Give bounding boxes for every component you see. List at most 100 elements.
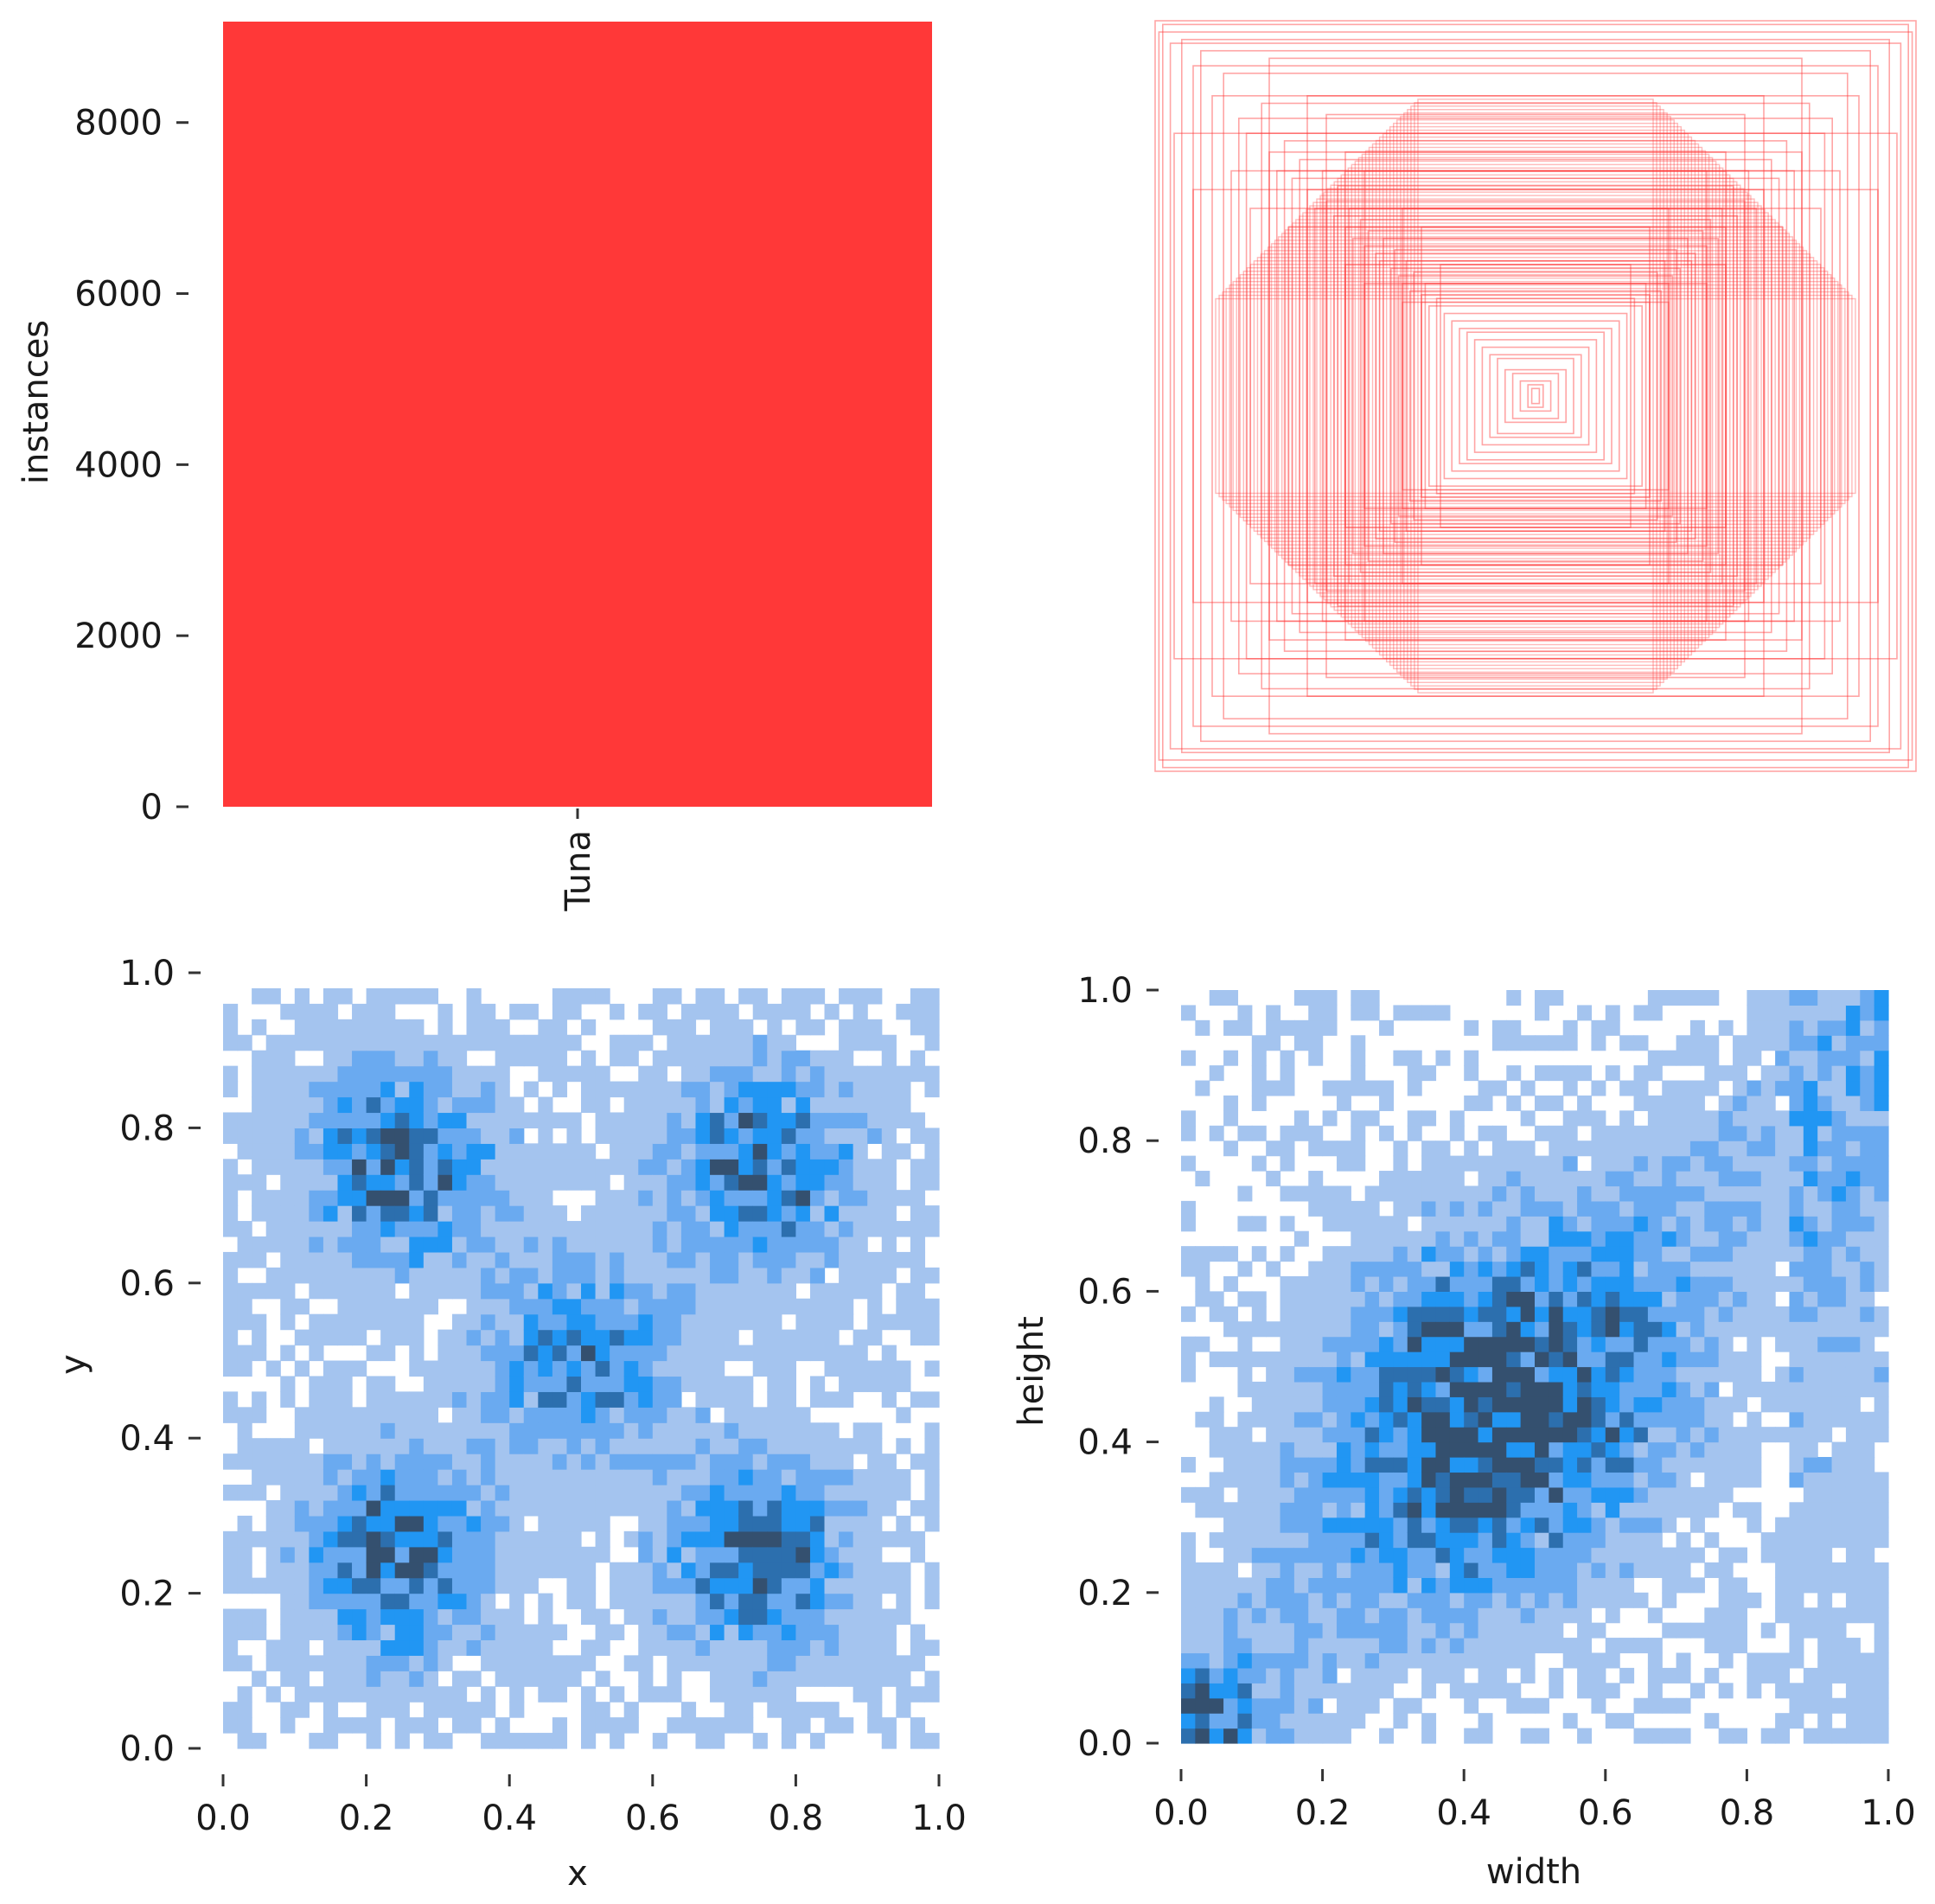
- heatmap-cell: [667, 1096, 682, 1114]
- heatmap-cell: [1364, 1622, 1380, 1639]
- heatmap-cell: [924, 1686, 940, 1703]
- heatmap-cell: [1817, 1140, 1833, 1157]
- heatmap-cell: [523, 1112, 539, 1128]
- heatmap-cell: [538, 1733, 553, 1749]
- heatmap-cell: [1266, 1035, 1281, 1051]
- heatmap-cell: [1449, 1411, 1465, 1428]
- heatmap-cell: [1704, 1457, 1720, 1473]
- heatmap-cell: [1351, 1200, 1366, 1217]
- heatmap-cell: [1351, 1381, 1366, 1397]
- heatmap-cell: [824, 1096, 840, 1114]
- heatmap-cell: [509, 1236, 525, 1253]
- heatmap-cell: [738, 1562, 754, 1579]
- heatmap-cell: [1223, 1562, 1239, 1578]
- heatmap-cell: [695, 1081, 711, 1098]
- heatmap-cell: [1435, 1275, 1451, 1292]
- heatmap-cell: [1464, 1185, 1479, 1202]
- heatmap-cell: [1520, 1351, 1536, 1368]
- heatmap-cell: [781, 1143, 796, 1160]
- heatmap-cell: [322, 1019, 339, 1036]
- heatmap-cell: [409, 1407, 425, 1423]
- heatmap-cell: [1421, 1667, 1437, 1684]
- heatmap-cell: [337, 1546, 353, 1563]
- heatmap-cell: [881, 1034, 897, 1051]
- bounding-box: [1295, 219, 1776, 573]
- heatmap-cell: [1491, 1577, 1507, 1594]
- heatmap-cell: [867, 1251, 883, 1268]
- heatmap-cell: [1435, 1321, 1451, 1338]
- heatmap-cell: [795, 1655, 811, 1671]
- heatmap-cell: [623, 1530, 639, 1548]
- bounding-box: [1421, 301, 1651, 491]
- heatmap-cell: [1860, 990, 1875, 1006]
- heatmap-cell: [738, 1019, 754, 1036]
- heatmap-cell: [1662, 1336, 1677, 1352]
- heatmap-cell: [366, 1671, 381, 1687]
- heatmap-cell: [509, 1608, 525, 1626]
- heatmap-cell: [1619, 1321, 1635, 1338]
- heatmap-cell: [1619, 1411, 1635, 1428]
- heatmap-cell: [1464, 1728, 1479, 1744]
- heatmap-cell: [910, 1717, 926, 1734]
- heatmap-cell: [1421, 1110, 1437, 1127]
- heatmap-cell: [809, 987, 826, 1005]
- heatmap-cell: [680, 1329, 697, 1346]
- heatmap-cell: [1491, 1216, 1507, 1232]
- heatmap-cell: [451, 1639, 468, 1656]
- heatmap-cell: [638, 1205, 654, 1222]
- heatmap-cell: [495, 1190, 510, 1206]
- heatmap-cell: [1619, 1035, 1635, 1051]
- heatmap-cell: [680, 1407, 697, 1423]
- heatmap-cell: [1562, 1396, 1578, 1413]
- heatmap-cell: [767, 1081, 782, 1098]
- heatmap-cell: [839, 1391, 854, 1408]
- heatmap-cell: [638, 1485, 654, 1501]
- heatmap-cell: [294, 1034, 310, 1051]
- heatmap-cell: [322, 1003, 339, 1020]
- heatmap-cell: [1760, 1667, 1776, 1684]
- heatmap-cell: [867, 1081, 883, 1098]
- heatmap-cell: [1619, 1396, 1635, 1413]
- heatmap-cell: [752, 1112, 768, 1128]
- heatmap-cell: [223, 1655, 239, 1671]
- heatmap-cell: [667, 1577, 682, 1594]
- heatmap-cell: [1336, 1411, 1351, 1428]
- heatmap-cell: [495, 1065, 510, 1083]
- heatmap-cell: [1266, 1171, 1281, 1187]
- heatmap-cell: [652, 1081, 667, 1098]
- heatmap-cell: [839, 1034, 854, 1051]
- heatmap-cell: [1364, 1486, 1380, 1503]
- heatmap-cell: [366, 1190, 381, 1206]
- heatmap-cell: [294, 1577, 310, 1594]
- heatmap-cell: [538, 1671, 553, 1687]
- x-tick-label: 0.2: [339, 1799, 394, 1838]
- heatmap-cell: [1535, 1577, 1549, 1594]
- heatmap-cell: [1266, 1547, 1281, 1563]
- heatmap-cell: [1803, 1110, 1818, 1127]
- heatmap-cell: [1407, 1275, 1422, 1292]
- heatmap-cell: [437, 1376, 453, 1392]
- heatmap-cell: [1209, 1125, 1224, 1141]
- heatmap-cell: [1860, 1366, 1875, 1383]
- bounding-box: [1154, 20, 1917, 772]
- heatmap-cell: [667, 1159, 682, 1175]
- heatmap-cell: [767, 1190, 782, 1206]
- heatmap-cell: [610, 1454, 625, 1470]
- heatmap-cell: [566, 1329, 582, 1346]
- heatmap-cell: [710, 1050, 725, 1067]
- heatmap-cell: [1577, 1306, 1593, 1322]
- heatmap-cell: [322, 1329, 339, 1346]
- heatmap-cell: [1831, 1200, 1847, 1217]
- heatmap-cell: [1704, 1185, 1720, 1202]
- heatmap-cell: [1266, 1321, 1281, 1338]
- heatmap-cell: [1506, 1275, 1522, 1292]
- heatmap-cell: [1619, 1306, 1635, 1322]
- heatmap-cell: [1676, 1351, 1691, 1368]
- heatmap-cell: [509, 1329, 525, 1346]
- heatmap-cell: [610, 1329, 625, 1346]
- heatmap-cell: [495, 1143, 510, 1160]
- heatmap-cell: [1562, 1366, 1578, 1383]
- heatmap-cell: [394, 1717, 410, 1734]
- heatmap-cell: [610, 1376, 625, 1392]
- heatmap-cell: [1789, 1246, 1804, 1262]
